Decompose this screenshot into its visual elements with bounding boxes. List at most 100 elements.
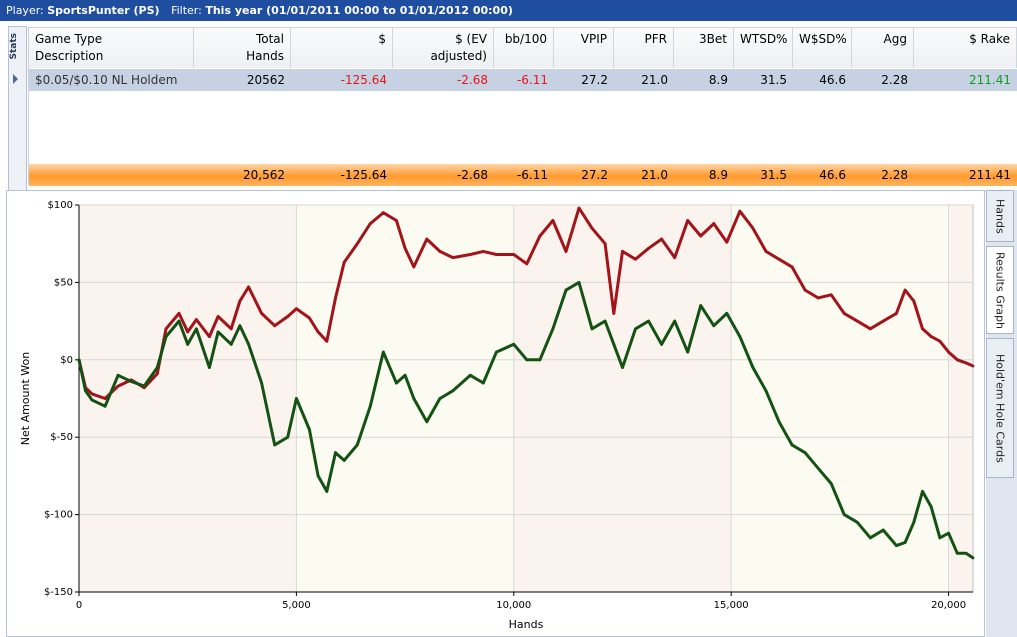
plot-band xyxy=(79,205,297,592)
data-point xyxy=(229,342,233,346)
row-indicator-icon xyxy=(13,74,18,84)
data-point xyxy=(881,528,885,532)
data-point xyxy=(564,288,568,292)
data-point xyxy=(208,335,211,338)
column-header-0[interactable]: Game Type Description xyxy=(29,28,194,68)
column-header-line1: W$SD% xyxy=(799,32,847,46)
column-header-line1: $ (EV xyxy=(455,32,487,46)
data-point xyxy=(186,330,190,334)
column-header-5[interactable]: VPIP xyxy=(554,28,614,68)
data-point xyxy=(912,299,916,303)
data-point xyxy=(738,209,742,213)
table-row-cell: 31.5 xyxy=(760,73,787,87)
data-point xyxy=(238,299,242,303)
data-point xyxy=(238,324,242,328)
data-point xyxy=(316,474,320,478)
data-point xyxy=(425,420,429,424)
side-tab-2[interactable]: Hold'em Hole Cards xyxy=(986,338,1014,478)
data-point xyxy=(142,384,146,388)
data-point xyxy=(777,420,781,424)
data-point xyxy=(438,397,442,400)
data-point xyxy=(868,327,872,331)
column-header-9[interactable]: W$SD% xyxy=(793,28,852,68)
data-point xyxy=(116,373,120,377)
data-point xyxy=(673,319,677,323)
data-point xyxy=(273,324,277,328)
data-point xyxy=(803,451,807,455)
column-header-1[interactable]: Total Hands xyxy=(194,28,291,68)
data-point xyxy=(938,339,942,343)
column-header-line1: $ Rake xyxy=(969,32,1010,46)
data-point xyxy=(90,398,94,402)
data-point xyxy=(334,296,337,300)
column-header-2[interactable]: $ xyxy=(291,28,393,68)
side-tab-strip: Hands Results Graph Hold'em Hole Cards xyxy=(986,190,1017,637)
data-point xyxy=(903,541,907,544)
table-row-cell: -125.64 xyxy=(340,73,387,87)
data-point xyxy=(842,311,846,315)
column-header-8[interactable]: WTSD% xyxy=(734,28,793,68)
column-header-3[interactable]: $ (EV adjusted) xyxy=(393,28,494,68)
data-point xyxy=(921,489,924,493)
side-tab-label: Hands xyxy=(993,198,1007,234)
column-header-line1: WTSD% xyxy=(740,32,788,46)
column-header-6[interactable]: PFR xyxy=(614,28,674,68)
data-point xyxy=(686,350,690,354)
column-header-line1: 3Bet xyxy=(699,32,727,46)
data-point xyxy=(634,327,637,331)
data-point xyxy=(394,219,398,222)
totals-row-cell: 20,562 xyxy=(243,168,285,182)
row-selector[interactable] xyxy=(8,68,25,90)
column-header-4[interactable]: bb/100 xyxy=(494,28,554,68)
totals-row-cell: -6.11 xyxy=(516,168,548,182)
side-tab-0[interactable]: Hands xyxy=(986,190,1014,242)
data-point xyxy=(84,389,87,393)
data-point xyxy=(494,253,498,256)
y-tick-label: $50 xyxy=(54,277,73,288)
stats-tab[interactable]: Stats xyxy=(8,26,27,206)
data-point xyxy=(368,404,372,408)
data-point xyxy=(325,489,329,493)
column-header-11[interactable]: $ Rake xyxy=(914,28,1017,68)
data-point xyxy=(229,327,233,331)
data-point xyxy=(103,397,107,400)
data-point xyxy=(816,466,820,470)
column-header-line1: $ xyxy=(378,32,386,46)
series-line-1 xyxy=(77,280,974,560)
totals-row-cell xyxy=(29,164,194,186)
data-point xyxy=(438,250,442,253)
plot-band xyxy=(731,205,949,592)
y-tick-label: $100 xyxy=(48,200,73,211)
data-point xyxy=(129,380,133,383)
data-point xyxy=(103,404,107,408)
filter-value[interactable]: This year (01/01/2011 00:00 to 01/01/201… xyxy=(205,4,513,17)
side-tab-1[interactable]: Results Graph xyxy=(986,246,1014,334)
data-point xyxy=(712,324,716,328)
table-row-cell: 27.2 xyxy=(581,73,608,87)
y-tick-label: $-150 xyxy=(44,587,73,598)
data-point xyxy=(451,389,455,393)
player-value: SportsPunter (PS) xyxy=(47,4,160,17)
column-header-line2: adjusted) xyxy=(430,49,487,63)
data-point xyxy=(686,219,690,222)
data-point xyxy=(790,265,794,269)
data-point xyxy=(621,366,624,369)
data-point xyxy=(481,381,485,385)
column-header-7[interactable]: 3Bet xyxy=(674,28,734,68)
data-point xyxy=(425,237,429,241)
data-point xyxy=(881,319,885,323)
data-point xyxy=(955,358,959,362)
data-point xyxy=(921,327,924,331)
table-row[interactable]: $0.05/$0.10 NL Holdem 20562 -125.64 -2.68 -6… xyxy=(29,69,1017,91)
data-point xyxy=(603,242,607,246)
totals-row[interactable]: 20,562 -125.64 -2.68 -6.11 27.2 21.0 8.9 31.5 46… xyxy=(29,164,1017,186)
player-label: Player: xyxy=(6,4,44,17)
y-tick-label: $-50 xyxy=(50,432,73,443)
plot-band xyxy=(513,205,732,592)
data-point xyxy=(634,257,637,261)
column-header-10[interactable]: Agg xyxy=(852,28,914,68)
table-row-cell: 46.6 xyxy=(819,73,846,87)
data-point xyxy=(194,327,198,331)
data-point xyxy=(368,222,372,225)
data-point xyxy=(260,381,264,385)
